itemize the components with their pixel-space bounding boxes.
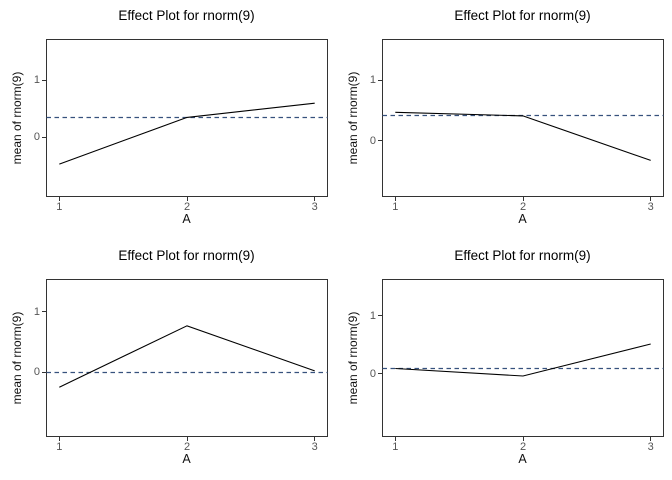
y-tick-label: 1 <box>369 74 376 87</box>
y-tick-label: 1 <box>369 309 376 322</box>
x-tick-label: 2 <box>519 201 527 213</box>
x-axis-label: A <box>518 452 527 466</box>
panel-border <box>382 279 664 437</box>
panel-top-right: Effect Plot for rnorm(9) mean of rnorm(9… <box>336 0 672 240</box>
x-tick-label: 1 <box>56 201 63 213</box>
plot-area <box>378 279 664 441</box>
x-tick-label: 2 <box>183 201 191 213</box>
x-axis-label: A <box>518 212 527 226</box>
x-axis-label: A <box>182 452 191 466</box>
y-tick-label: 1 <box>33 305 40 318</box>
y-tick-label: 1 <box>33 74 40 87</box>
x-tick-label: 2 <box>183 441 191 453</box>
x-tick-label: 1 <box>56 441 63 453</box>
plot-title: Effect Plot for rnorm(9) <box>118 248 255 263</box>
plot-area <box>42 279 328 441</box>
y-tick-label: 0 <box>33 131 40 144</box>
x-tick-label: 1 <box>392 201 399 213</box>
effect-line <box>395 343 651 377</box>
x-tick-label: 3 <box>311 441 318 453</box>
x-tick-label: 3 <box>647 201 654 213</box>
x-tick-label: 3 <box>311 201 318 213</box>
panel-border <box>382 39 664 197</box>
y-tick-label: 0 <box>369 134 376 147</box>
effect-line <box>59 325 315 388</box>
panel-top-left: Effect Plot for rnorm(9) mean of rnorm(9… <box>0 0 336 240</box>
x-tick-label: 3 <box>647 441 654 453</box>
plot-title: Effect Plot for rnorm(9) <box>454 8 591 23</box>
x-axis-label: A <box>182 212 191 226</box>
panel-bottom-left: Effect Plot for rnorm(9) mean of rnorm(9… <box>0 240 336 480</box>
plot-title: Effect Plot for rnorm(9) <box>118 8 255 23</box>
plot-title: Effect Plot for rnorm(9) <box>454 248 591 263</box>
plot-area <box>378 39 664 201</box>
plot-area <box>42 39 328 201</box>
y-tick-label: 0 <box>33 366 40 379</box>
x-tick-label: 2 <box>519 441 527 453</box>
x-tick-label: 1 <box>392 441 399 453</box>
effect-line <box>395 111 651 161</box>
y-tick-label: 0 <box>369 367 376 380</box>
panel-bottom-right: Effect Plot for rnorm(9) mean of rnorm(9… <box>336 240 672 480</box>
panel-border <box>46 279 328 437</box>
effect-line <box>59 102 315 165</box>
